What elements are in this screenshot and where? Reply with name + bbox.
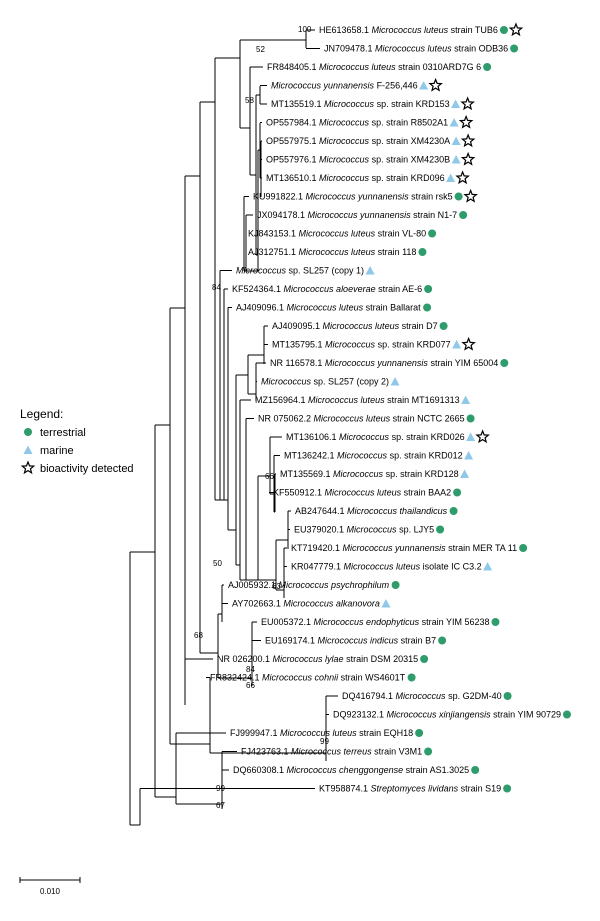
leaf-label: OP557976.1 Micrococcus sp. strain XM4230… (266, 155, 450, 165)
leaf-label: MT135795.1 Micrococcus sp. strain KRD077 (272, 340, 451, 350)
bootstrap-value: 52 (256, 45, 265, 54)
leaf-label: EU169174.1 Micrococcus indicus strain B7 (265, 636, 436, 646)
leaf-label: NR 026200.1 Micrococcus lylae strain DSM… (217, 654, 418, 664)
bootstrap-value: 84 (246, 665, 255, 674)
leaf-label: AJ409096.1 Micrococcus luteus strain Bal… (236, 303, 421, 313)
legend-item: bioactivity detected (40, 463, 134, 475)
leaf-label: FR848405.1 Micrococcus luteus strain 031… (267, 62, 481, 72)
bootstrap-value: 66 (265, 472, 274, 481)
leaf-label: KF524364.1 Micrococcus aloeverae strain … (232, 284, 422, 294)
leaf-label: HE613658.1 Micrococcus luteus strain TUB… (319, 25, 498, 35)
leaf-label: Micrococcus sp. SL257 (copy 1) (236, 266, 364, 276)
leaf-label: KU991822.1 Micrococcus yunnanensis strai… (253, 192, 453, 202)
leaf-label: FJ423763.1 Micrococcus terreus strain V3… (241, 747, 422, 757)
bootstrap-value: 66 (246, 681, 255, 690)
leaf-label: MT136510.1 Micrococcus sp. strain KRD096 (266, 173, 445, 183)
bootstrap-value: 99 (320, 737, 329, 746)
leaf-label: OP557984.1 Micrococcus sp. strain R8502A… (266, 118, 448, 128)
leaf-label: MT135519.1 Micrococcus sp. strain KRD153 (271, 99, 450, 109)
bootstrap-value: 63 (272, 582, 281, 591)
leaf-label: NR 116578.1 Micrococcus yunnanensis stra… (270, 358, 498, 368)
leaf-label: AJ312751.1 Micrococcus luteus strain 118 (248, 247, 416, 257)
leaf-label: DQ923132.1 Micrococcus xinjiangensis str… (333, 710, 561, 720)
bootstrap-value: 99 (216, 784, 225, 793)
leaf-label: MT135569.1 Micrococcus sp. strain KRD128 (280, 469, 459, 479)
leaf-label: AY702663.1 Micrococcus alkanovora (232, 599, 380, 609)
bootstrap-value: 68 (194, 631, 203, 640)
leaf-label: MZ156964.1 Micrococcus luteus strain MT1… (255, 395, 460, 405)
legend-item: marine (40, 445, 74, 457)
leaf-label: MT136106.1 Micrococcus sp. strain KRD026 (286, 432, 465, 442)
phylogenetic-tree: HE613658.1 Micrococcus luteus strain TUB… (0, 0, 600, 921)
leaf-label: OP557975.1 Micrococcus sp. strain XM4230… (266, 136, 450, 146)
leaf-label: AJ409095.1 Micrococcus luteus strain D7 (272, 321, 438, 331)
bootstrap-value: 67 (216, 801, 225, 810)
leaf-label: KR047779.1 Micrococcus luteus isolate IC… (291, 562, 482, 572)
leaf-label: NR 075062.2 Micrococcus luteus strain NC… (258, 414, 465, 424)
leaf-label: Micrococcus yunnanensis F-256,446 (271, 81, 418, 91)
scale-label: 0.010 (40, 887, 61, 896)
leaf-label: Micrococcus sp. SL257 (copy 2) (261, 377, 389, 387)
bootstrap-value: 84 (212, 283, 221, 292)
leaf-label: AB247644.1 Micrococcus thailandicus (295, 506, 448, 516)
leaf-label: MT136242.1 Micrococcus sp. strain KRD012 (284, 451, 463, 461)
leaf-label: EU379020.1 Micrococcus sp. LJY5 (294, 525, 434, 535)
leaf-label: AJ005932.1 Micrococcus psychrophilum (228, 580, 390, 590)
leaf-label: EU005372.1 Micrococcus endophyticus stra… (261, 617, 489, 627)
leaf-label: KF550912.1 Micrococcus luteus strain BAA… (273, 488, 451, 498)
leaf-label: KT958874.1 Streptomyces lividans strain … (319, 784, 501, 794)
legend-title: Legend: (20, 407, 63, 421)
leaf-label: DQ416794.1 Micrococcus sp. G2DM-40 (342, 691, 502, 701)
leaf-label: DQ660308.1 Micrococcus chenggongense str… (233, 765, 469, 775)
leaf-label: FR832424.1 Micrococcus cohnii strain WS4… (210, 673, 406, 683)
leaf-label: JX094178.1 Micrococcus yunnanensis strai… (257, 210, 457, 220)
leaf-label: JN709478.1 Micrococcus luteus strain ODB… (324, 44, 508, 54)
bootstrap-value: 50 (213, 559, 222, 568)
leaf-label: KT719420.1 Micrococcus yunnanensis strai… (291, 543, 517, 553)
legend-item: terrestrial (40, 427, 86, 439)
bootstrap-value: 100 (298, 25, 312, 34)
bootstrap-value: 58 (245, 96, 254, 105)
leaf-label: KJ843153.1 Micrococcus luteus strain VL-… (248, 229, 426, 239)
